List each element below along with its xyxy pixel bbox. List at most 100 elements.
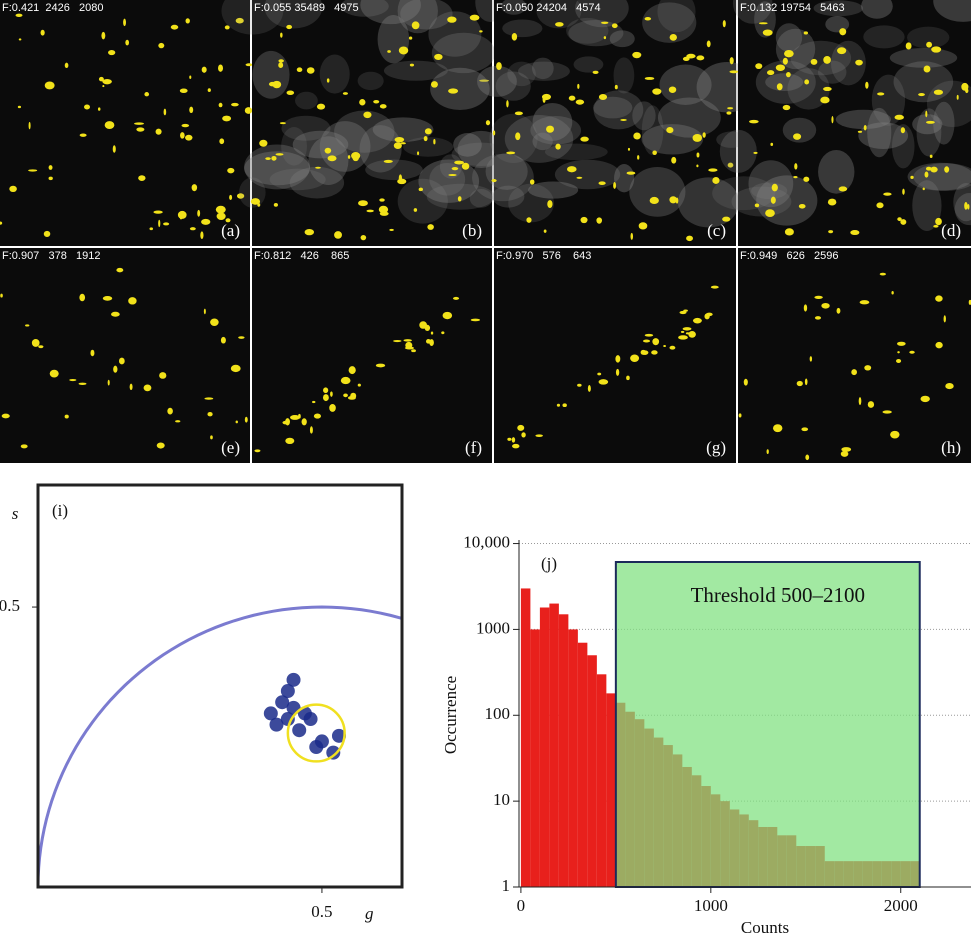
speckle bbox=[777, 83, 783, 90]
speckle bbox=[821, 303, 829, 309]
speckle bbox=[530, 179, 535, 184]
speckle bbox=[427, 224, 434, 230]
speckle bbox=[180, 88, 188, 93]
tissue-texture bbox=[507, 62, 536, 87]
tissue-texture bbox=[528, 181, 578, 198]
y-axis-label: s bbox=[12, 504, 19, 523]
panel-background bbox=[738, 248, 971, 463]
speckle bbox=[125, 40, 129, 46]
image-panel: F:0.050 24204 4574(c) bbox=[472, 0, 758, 246]
speckle bbox=[596, 217, 602, 223]
tissue-texture bbox=[751, 182, 787, 199]
speckle bbox=[569, 96, 576, 101]
speckle bbox=[431, 81, 438, 88]
speckle bbox=[645, 77, 655, 80]
speckle bbox=[901, 127, 905, 133]
speckle bbox=[637, 155, 639, 160]
speckle bbox=[815, 316, 821, 320]
speckle bbox=[739, 413, 742, 417]
speckle bbox=[50, 370, 59, 378]
speckle bbox=[935, 342, 942, 348]
speckle bbox=[652, 338, 659, 345]
y-tick-label: 0.5 bbox=[0, 596, 20, 615]
speckle bbox=[512, 444, 519, 448]
speckle bbox=[897, 351, 900, 353]
speckle bbox=[16, 14, 23, 17]
speckle bbox=[348, 155, 350, 159]
tissue-texture bbox=[818, 61, 846, 84]
speckle bbox=[323, 387, 328, 393]
speckle bbox=[113, 366, 117, 373]
speckle bbox=[765, 209, 775, 217]
tissue-texture bbox=[252, 51, 289, 99]
speckle bbox=[805, 455, 809, 461]
speckle bbox=[314, 413, 321, 418]
speckle bbox=[749, 120, 759, 123]
speckle bbox=[411, 349, 416, 352]
speckle bbox=[811, 59, 818, 65]
speckle bbox=[366, 210, 373, 213]
speckle bbox=[317, 104, 325, 110]
tissue-texture bbox=[533, 103, 573, 141]
speckle bbox=[652, 88, 661, 94]
speckle bbox=[441, 331, 444, 334]
speckle bbox=[343, 393, 348, 397]
speckle bbox=[967, 204, 969, 210]
speckle bbox=[925, 172, 929, 178]
speckle bbox=[645, 334, 653, 337]
speckle bbox=[429, 339, 434, 346]
phasor-point bbox=[287, 673, 301, 687]
speckle bbox=[723, 20, 726, 27]
speckle bbox=[171, 25, 178, 30]
speckle bbox=[544, 229, 547, 232]
speckle bbox=[515, 111, 523, 115]
speckle bbox=[389, 229, 393, 231]
panel-background bbox=[0, 0, 250, 246]
speckle bbox=[434, 54, 442, 60]
speckle bbox=[123, 19, 126, 27]
speckle bbox=[785, 228, 794, 235]
speckle bbox=[486, 120, 490, 125]
speckle bbox=[767, 449, 769, 454]
speckle bbox=[153, 211, 162, 214]
speckle bbox=[144, 384, 152, 391]
speckle bbox=[581, 217, 588, 223]
panel-header: F:0.055 35489 4975 bbox=[254, 2, 359, 14]
speckle bbox=[794, 163, 797, 169]
speckle bbox=[804, 79, 809, 84]
speckle bbox=[312, 401, 315, 403]
panel-background bbox=[0, 248, 250, 463]
panel-label: (e) bbox=[221, 438, 240, 457]
speckle bbox=[405, 342, 412, 349]
speckle bbox=[783, 58, 788, 65]
speckle bbox=[744, 379, 748, 386]
speckle bbox=[0, 294, 3, 298]
speckle bbox=[443, 312, 453, 319]
image-panel: F:0.132 19754 5463(d) bbox=[712, 0, 971, 246]
speckle bbox=[236, 420, 238, 423]
speckle bbox=[641, 350, 646, 355]
speckle bbox=[639, 222, 648, 229]
speckle bbox=[926, 42, 932, 48]
x-axis-label: Counts bbox=[741, 918, 789, 935]
speckle bbox=[944, 166, 949, 172]
speckle bbox=[512, 437, 515, 442]
speckle bbox=[512, 33, 517, 41]
speckle bbox=[128, 297, 136, 304]
y-tick-label: 10 bbox=[493, 790, 510, 809]
speckle bbox=[297, 67, 303, 72]
speckle bbox=[330, 391, 333, 397]
speckle bbox=[686, 54, 695, 59]
speckle bbox=[189, 76, 191, 79]
speckle bbox=[412, 21, 420, 29]
speckle bbox=[823, 56, 831, 64]
speckle bbox=[231, 365, 241, 372]
speckle bbox=[102, 85, 104, 87]
speckle bbox=[167, 408, 173, 415]
speckle bbox=[841, 451, 849, 457]
x-tick-label: 2000 bbox=[884, 896, 918, 915]
speckle bbox=[84, 104, 90, 109]
speckle bbox=[433, 139, 435, 144]
speckle bbox=[229, 195, 232, 200]
speckle bbox=[384, 160, 393, 163]
